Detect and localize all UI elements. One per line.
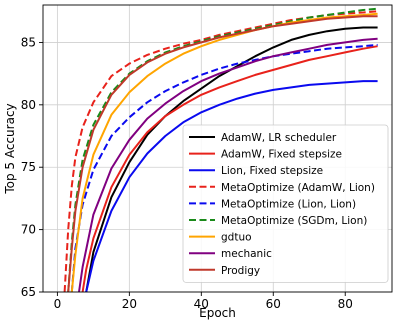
- series-line-9: [67, 15, 378, 292]
- legend-entry-label: mechanic: [221, 248, 272, 260]
- y-axis-label: Top 5 Accuracy: [3, 103, 17, 194]
- legend-entry-label: gdtuo: [221, 232, 252, 244]
- y-tick-label: 65: [21, 285, 36, 299]
- legend-entry-label: Prodigy: [221, 265, 260, 277]
- legend-entry-label: AdamW, Fixed stepsize: [221, 149, 342, 161]
- y-tick-label: 80: [21, 98, 36, 112]
- series-line-7: [70, 12, 378, 292]
- y-axis-ticks: 65 70 75 80 85: [21, 35, 43, 299]
- x-tick-label: 0: [54, 297, 62, 311]
- x-tick-label: 80: [338, 297, 353, 311]
- x-tick-label: 60: [266, 297, 281, 311]
- series-line-5: [70, 43, 378, 292]
- y-tick-label: 70: [21, 223, 36, 237]
- legend-entry-label: MetaOptimize (SGDm, Lion): [221, 215, 367, 227]
- legend: AdamW, LR scheduler AdamW, Fixed stepsize…: [182, 124, 389, 283]
- x-axis-ticks: 0 20 40 60 80: [54, 292, 353, 311]
- legend-entry-label: MetaOptimize (AdamW, Lion): [221, 182, 375, 194]
- x-tick-label: 40: [194, 297, 209, 311]
- series-layer: [63, 7, 378, 292]
- plot-frame: [42, 4, 393, 293]
- x-tick-label: 20: [122, 297, 137, 311]
- series-line-2: [81, 45, 378, 292]
- legend-box: [182, 124, 389, 283]
- x-axis-label: Epoch: [199, 306, 236, 320]
- series-line-8: [78, 37, 378, 292]
- legend-entry-label: AdamW, LR scheduler: [221, 132, 337, 144]
- legend-entry-label: Lion, Fixed stepsize: [221, 165, 323, 177]
- legend-entry-label: MetaOptimize (Lion, Lion): [221, 198, 356, 210]
- series-line-3: [85, 80, 378, 292]
- y-tick-label: 75: [21, 160, 36, 174]
- y-tick-label: 85: [21, 35, 36, 49]
- series-line-6: [67, 7, 378, 292]
